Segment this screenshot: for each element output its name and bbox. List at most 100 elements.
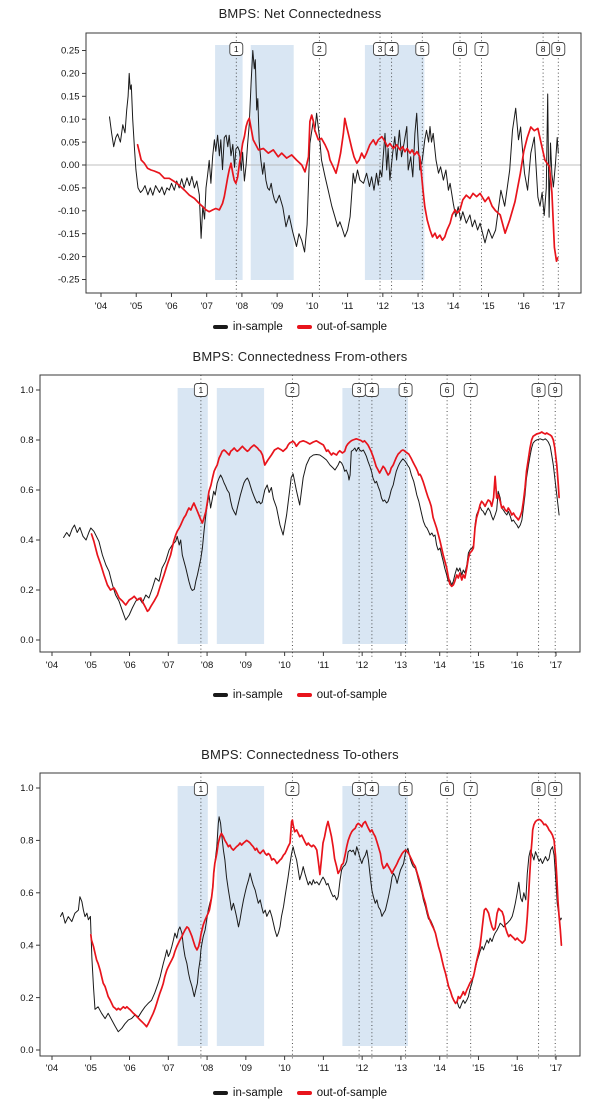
x-tick-label: '12 — [356, 660, 368, 671]
plot-border — [39, 772, 581, 1057]
event-marker-box — [548, 383, 563, 397]
x-tick-label: '11 — [342, 301, 354, 312]
x-tick-label: '10 — [278, 660, 290, 671]
event-marker-number: 4 — [389, 44, 394, 54]
event-marker-box — [463, 782, 478, 796]
y-tick-label: 0.4 — [20, 940, 33, 951]
x-tick-label: '16 — [511, 660, 523, 671]
x-tick-label: '15 — [472, 1063, 484, 1074]
in-sample-line — [60, 816, 562, 1033]
highlight-band — [177, 786, 208, 1046]
legend-in-sample-label: in-sample — [232, 689, 283, 701]
event-marker-box — [474, 42, 489, 56]
y-tick-label: 0.10 — [61, 114, 80, 125]
x-tick-label: '08 — [201, 1063, 213, 1074]
x-tick-label: '04 — [46, 660, 58, 671]
legend-item-out-of-sample: out-of-sample — [296, 1087, 388, 1099]
in-sample-line — [63, 438, 560, 621]
x-tick-label: '17 — [553, 301, 565, 312]
event-marker-number: 6 — [458, 44, 463, 54]
x-tick-label: '16 — [518, 301, 530, 312]
event-marker-number: 3 — [357, 784, 362, 794]
chart-panel-1: 1.0 0.8 0.6 0.4 0.2 0.0 '04 '05 '06 '07 '08 '09 '10 '… — [20, 374, 581, 671]
event-marker-number: 7 — [468, 784, 473, 794]
event-marker-box — [453, 42, 467, 56]
event-marker-box — [531, 782, 546, 796]
plot-border — [39, 374, 581, 653]
plot-border — [85, 32, 582, 294]
highlight-band — [216, 388, 265, 644]
legend-item-out-of-sample: out-of-sample — [296, 321, 388, 333]
event-marker-number: 1 — [234, 44, 239, 54]
chart-panel-0: 0.25 0.20 0.15 0.10 0.05 0.00 -0.05 -0.10 -0.15 -… — [58, 32, 582, 312]
event-marker-box — [384, 42, 399, 56]
y-tick-label: 0.6 — [20, 485, 33, 496]
x-tick-label: '15 — [472, 660, 484, 671]
y-tick-label: 1.0 — [20, 385, 33, 396]
y-tick-label: -0.10 — [58, 206, 80, 217]
x-tick-label: '06 — [165, 301, 177, 312]
x-tick-label: '05 — [85, 660, 97, 671]
event-marker-box — [285, 383, 300, 397]
x-tick-label: '15 — [482, 301, 494, 312]
event-marker-number: 2 — [317, 44, 322, 54]
event-marker-box — [531, 383, 546, 397]
x-tick-label: '07 — [162, 660, 174, 671]
y-tick-label: 0.15 — [61, 92, 80, 103]
event-marker-number: 3 — [378, 44, 383, 54]
event-marker-number: 6 — [445, 385, 450, 395]
highlight-band — [342, 786, 408, 1046]
legend-item-in-sample: in-sample — [212, 689, 283, 701]
y-tick-label: -0.05 — [58, 183, 80, 194]
chart-panel-2: 1.0 0.8 0.6 0.4 0.2 0.0 '04 '05 '06 '07 '08 '09 '10 '… — [20, 772, 581, 1074]
event-marker-box — [551, 42, 566, 56]
legend-out-of-sample-label: out-of-sample — [316, 689, 388, 701]
x-tick-label: '14 — [434, 1063, 446, 1074]
y-tick-label: 0.05 — [61, 137, 80, 148]
highlight-band — [250, 45, 294, 280]
in-sample-swatch-icon — [212, 693, 228, 697]
x-tick-label: '04 — [95, 301, 107, 312]
event-marker-number: 9 — [553, 784, 558, 794]
event-marker-box — [536, 42, 551, 56]
legend-out-of-sample-label: out-of-sample — [316, 321, 388, 333]
x-tick-label: '09 — [240, 660, 252, 671]
x-tick-label: '05 — [130, 301, 142, 312]
highlight-band — [364, 45, 425, 280]
event-marker-box — [364, 782, 379, 796]
event-marker-number: 5 — [403, 784, 408, 794]
x-tick-label: '14 — [447, 301, 459, 312]
event-marker-number: 1 — [199, 385, 204, 395]
x-tick-label: '06 — [123, 1063, 135, 1074]
event-marker-number: 8 — [536, 385, 541, 395]
event-marker-number: 1 — [199, 784, 204, 794]
event-marker-box — [548, 782, 563, 796]
x-tick-label: '12 — [377, 301, 389, 312]
legend-item-in-sample: in-sample — [212, 321, 283, 333]
legend-in-sample-label: in-sample — [232, 1087, 283, 1099]
x-tick-label: '10 — [306, 301, 318, 312]
event-marker-number: 4 — [369, 385, 374, 395]
event-marker-box — [415, 42, 430, 56]
y-tick-label: -0.25 — [58, 275, 80, 286]
highlight-band — [177, 388, 208, 644]
legend-out-of-sample-label: out-of-sample — [316, 1087, 388, 1099]
y-tick-label: 0.20 — [61, 69, 80, 80]
legend-item-in-sample: in-sample — [212, 1087, 283, 1099]
highlight-band — [342, 388, 408, 644]
event-marker-number: 2 — [290, 385, 295, 395]
event-marker-number: 6 — [445, 784, 450, 794]
x-tick-label: '17 — [550, 1063, 562, 1074]
x-tick-label: '06 — [123, 660, 135, 671]
y-tick-label: 0.0 — [20, 1045, 33, 1056]
chart-title-net: BMPS: Net Connectedness — [218, 6, 382, 21]
event-marker-box — [193, 383, 208, 397]
legend-to-others: in-sample out-of-sample — [0, 1087, 600, 1099]
event-marker-number: 5 — [403, 385, 408, 395]
event-marker-number: 7 — [468, 385, 473, 395]
y-tick-label: 0.2 — [20, 585, 33, 596]
out-of-sample-line — [89, 818, 563, 1028]
x-tick-label: '11 — [318, 1063, 330, 1074]
legend-in-sample-label: in-sample — [232, 321, 283, 333]
event-marker-number: 9 — [556, 44, 561, 54]
